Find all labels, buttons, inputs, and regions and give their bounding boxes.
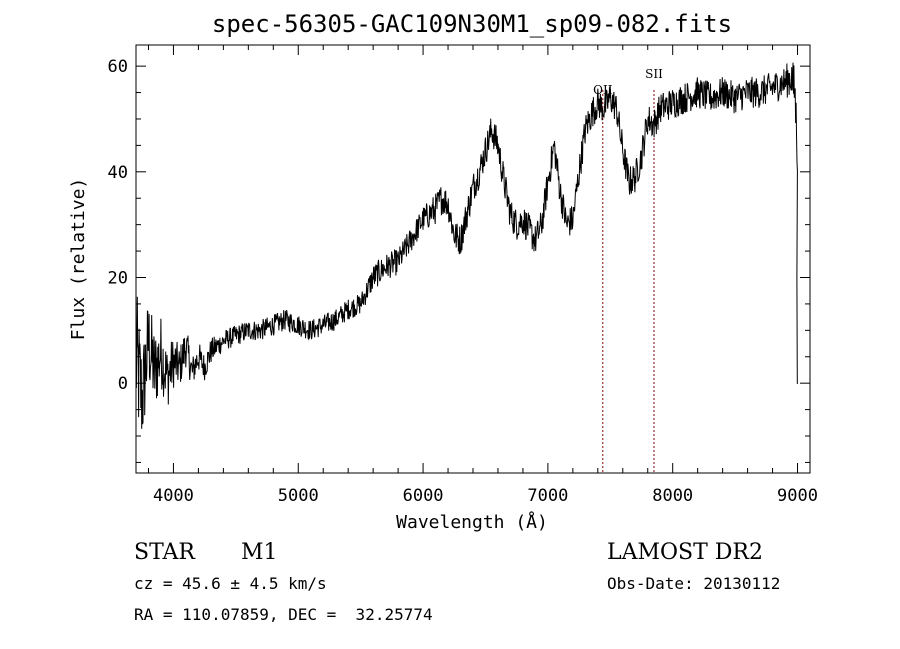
survey-name: LAMOST DR2 (607, 540, 763, 565)
x-tick-label: 4000 (153, 486, 194, 506)
observation-date: Obs-Date: 20130112 (607, 574, 781, 593)
x-tick-label: 8000 (652, 486, 693, 506)
y-tick-label: 0 (118, 374, 128, 394)
object-class: STAR (134, 540, 195, 565)
x-tick-label: 7000 (527, 486, 568, 506)
x-tick-label: 5000 (278, 486, 319, 506)
plot-frame (135, 44, 811, 474)
object-subclass: M1 (241, 540, 278, 565)
spectrum-series-line (135, 62, 799, 429)
y-tick-label: 40 (108, 163, 128, 183)
y-tick-label: 60 (108, 57, 128, 77)
chart-title: spec-56305-GAC109N30M1_sp09-082.fits (212, 10, 732, 38)
y-tick-label: 20 (108, 268, 128, 288)
axes-layer: 4000 5000 6000 7000 8000 9000 0 20 40 60 (108, 45, 818, 506)
x-axis-label: Wavelength (Å) (396, 511, 548, 533)
redshift-cz: cz = 45.6 ± 4.5 km/s (134, 574, 327, 593)
y-axis-label: Flux (relative) (68, 178, 89, 341)
x-tick-label: 9000 (777, 486, 818, 506)
ra-dec-coordinates: RA = 110.07859, DEC = 32.25774 (134, 605, 433, 624)
x-tick-label: 6000 (403, 486, 444, 506)
emission-line-label: SII (645, 67, 663, 81)
